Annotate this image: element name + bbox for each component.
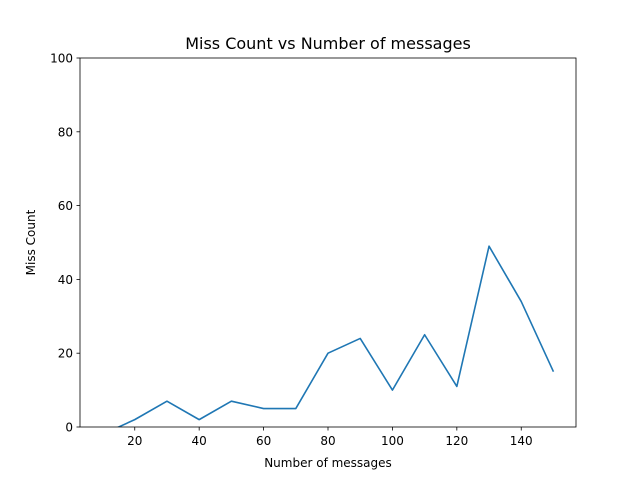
- chart-title: Miss Count vs Number of messages: [185, 34, 471, 53]
- y-tick-label: 80: [58, 125, 73, 139]
- x-tick-label: 140: [510, 434, 533, 448]
- x-tick-label: 80: [320, 434, 335, 448]
- y-tick-label: 20: [58, 347, 73, 361]
- x-tick-label: 40: [192, 434, 207, 448]
- series-line: [116, 245, 555, 427]
- x-tick-label: 100: [381, 434, 404, 448]
- y-axis: 0 20 40 60 80 100: [50, 52, 80, 435]
- y-tick-label: 0: [65, 421, 73, 435]
- plot-frame: [79, 57, 577, 428]
- x-tick-label: 20: [127, 434, 142, 448]
- y-axis-label: Miss Count: [24, 209, 38, 275]
- plot-area: [79, 57, 577, 428]
- x-tick-label: 120: [445, 434, 468, 448]
- y-tick-label: 40: [58, 273, 73, 287]
- y-tick-label: 60: [58, 199, 73, 213]
- x-axis-label: Number of messages: [264, 456, 392, 470]
- x-tick-label: 60: [256, 434, 271, 448]
- y-tick-label: 100: [50, 52, 73, 66]
- x-axis: 20 40 60 80 100 120 140: [127, 427, 533, 448]
